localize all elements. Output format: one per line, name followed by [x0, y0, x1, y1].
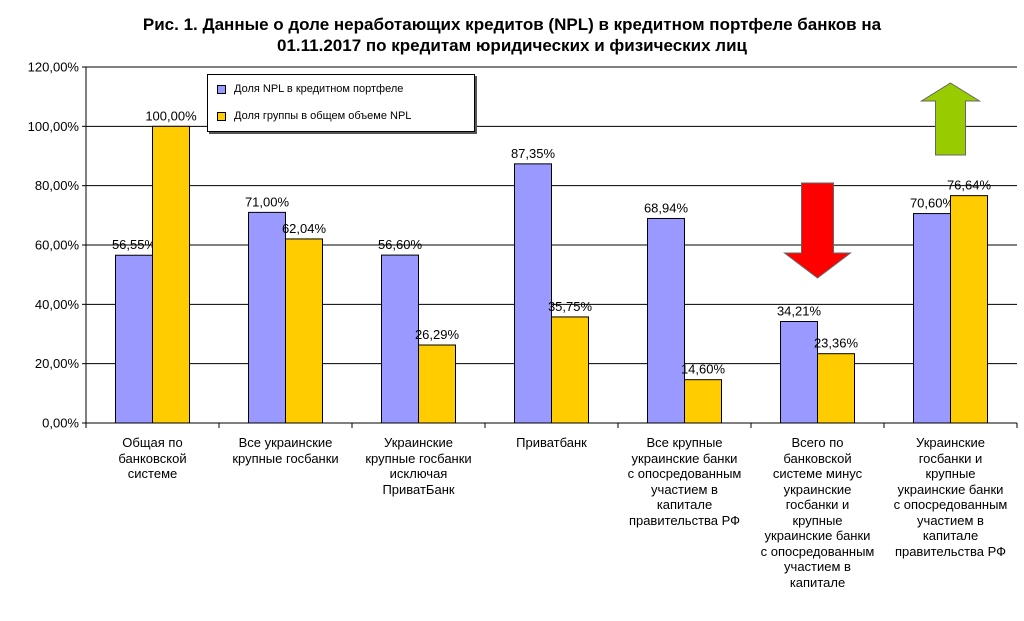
- bar: [817, 353, 855, 424]
- y-tick-label: 120,00%: [28, 60, 80, 75]
- data-label: 14,60%: [681, 362, 726, 377]
- data-label: 34,21%: [777, 304, 822, 319]
- legend-item-group-share: Доля группы в общем объеме NPL: [217, 109, 411, 123]
- bar: [115, 254, 153, 424]
- legend: Доля NPL в кредитном портфеле Доля групп…: [207, 74, 475, 132]
- bar: [780, 321, 818, 424]
- data-label: 62,04%: [282, 221, 327, 236]
- y-tick-label: 80,00%: [35, 178, 80, 193]
- legend-label-group-share: Доля группы в общем объеме NPL: [234, 110, 412, 122]
- legend-swatch-npl-share: [217, 84, 226, 94]
- data-label: 35,75%: [548, 299, 593, 314]
- category-label: Общая по банковской системе: [118, 435, 187, 481]
- category-label: Приватбанк: [516, 435, 587, 450]
- y-tick-label: 60,00%: [35, 238, 80, 253]
- chart-title-line-2: 01.11.2017 по кредитам юридических и физ…: [277, 36, 747, 55]
- bar: [913, 213, 951, 424]
- legend-swatch-group-share: [217, 111, 226, 121]
- y-tick-label: 20,00%: [35, 356, 80, 371]
- category-label: Всего по банковской системе минус украин…: [760, 435, 875, 590]
- y-tick-label: 40,00%: [35, 297, 80, 312]
- bar: [285, 238, 323, 424]
- data-label: 71,00%: [245, 194, 290, 209]
- bar: [684, 379, 722, 424]
- bar: [418, 344, 456, 424]
- bar: [551, 316, 589, 424]
- data-label: 23,36%: [814, 336, 859, 351]
- data-label: 87,35%: [511, 146, 556, 161]
- arrow-up-icon: [919, 82, 982, 156]
- data-label: 56,55%: [112, 237, 157, 252]
- y-tick-label: 0,00%: [42, 416, 79, 431]
- category-label: Украинские госбанки и крупные украинские…: [893, 435, 1008, 559]
- chart-title-line-1: Рис. 1. Данные о доле неработающих креди…: [142, 15, 882, 34]
- chart-title: Рис. 1. Данные о доле неработающих креди…: [0, 14, 1024, 56]
- bar: [381, 254, 419, 424]
- bar: [514, 163, 552, 424]
- arrow-down-icon: [783, 182, 852, 279]
- legend-label-npl-share: Доля NPL в кредитном портфеле: [234, 83, 404, 95]
- data-label: 56,60%: [378, 237, 423, 252]
- category-label: Украинские крупные госбанки исключая При…: [365, 435, 472, 497]
- data-label: 100,00%: [145, 108, 197, 123]
- legend-item-npl-share: Доля NPL в кредитном портфеле: [217, 82, 403, 96]
- data-label: 70,60%: [910, 196, 955, 211]
- data-label: 76,64%: [947, 178, 992, 193]
- y-tick-label: 100,00%: [28, 119, 80, 134]
- bar: [647, 217, 685, 424]
- bar: [950, 195, 988, 424]
- category-label: Все украинские крупные госбанки: [232, 435, 339, 466]
- data-label: 68,94%: [644, 200, 689, 215]
- bar: [152, 125, 190, 424]
- category-label: Все крупные украинские банки с опосредов…: [627, 435, 742, 528]
- data-label: 26,29%: [415, 327, 460, 342]
- bar: [248, 211, 286, 424]
